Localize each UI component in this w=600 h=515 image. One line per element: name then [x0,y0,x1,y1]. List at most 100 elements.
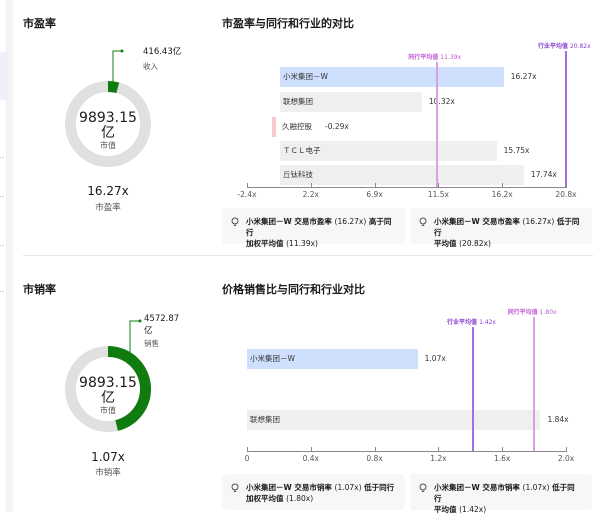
peer-avg-label: 同行平均值 11.39x [408,54,462,61]
axis-tick [374,447,376,452]
lightbulb-icon [419,483,427,492]
lightbulb-icon [231,217,239,226]
donut-center: 9893.15 亿 市值 [58,111,158,151]
insight-line1: 小米集团－W 交易市盈率 (16.27x) 低于同行 [434,217,580,237]
ps-ratio-label: 市销率 [95,468,121,478]
pe-ratio-label: 市盈率 [95,203,121,213]
ps-section: 市销率 9893.15 亿 市值 4572.87 亿 销售 1.07x 市销率 … [13,256,600,514]
lightbulb-icon [231,483,239,492]
axis-tick-label: -2.4x [237,190,257,199]
sales-label: 销售 [144,339,159,348]
insight-line1: 小米集团－W 交易市销率 (1.07x) 低于同行 [434,483,575,503]
bar-3 [280,141,497,161]
bar-0 [247,349,418,369]
insight-line2: 加权平均值 (11.39x) [246,239,318,248]
x-axis [247,451,566,452]
left-rail [0,0,7,512]
bar-value: 15.75x [503,146,530,155]
ps-ratio-value: 1.07x [91,450,125,464]
axis-tick-label: 1.6x [494,454,511,463]
rail-tick [0,245,4,246]
market-cap-label: 市值 [100,406,116,415]
bar-label: 久融控股 [282,122,312,131]
bar-value: 10.32x [428,97,455,106]
axis-tick [310,183,312,188]
bar-1 [247,410,541,430]
x-axis [247,187,566,188]
axis-tick [438,183,440,188]
axis-tick-label: 0.8x [366,454,383,463]
bar-label: 小米集团－W [250,354,295,363]
axis-tick [502,447,504,452]
pe-ratio-value: 16.27x [87,184,129,198]
industry-avg-line [472,327,475,451]
axis-tick-label: 11.5x [427,190,449,199]
peer-avg-line [435,62,438,187]
axis-tick-label: 0 [244,454,250,463]
rail-highlight [0,52,6,100]
market-cap-unit: 亿 [101,390,115,406]
insight-card: 小米集团－W 交易市盈率 (16.27x) 低于同行 平均值 (20.82x) [410,208,592,248]
insight-card: 小米集团－W 交易市销率 (1.07x) 低于同行 平均值 (1.42x) [410,474,592,514]
axis-tick-label: 1.2x [430,454,447,463]
sales-value: 4572.87 [144,314,180,324]
insight-line1: 小米集团－W 交易市盈率 (16.27x) 高于同行 [246,217,392,237]
axis-tick [566,183,567,188]
rail-tick [0,157,4,158]
insight-line2: 平均值 (1.42x) [434,505,487,514]
rail-tick [0,291,4,292]
peer-avg-label: 同行平均值 1.80x [507,309,557,316]
bar-value: 1.07x [424,354,446,363]
axis-tick [310,447,312,452]
bar-value: 16.27x [510,72,537,81]
revenue-value: 416.43亿 [143,47,182,57]
donut-chart [65,49,151,167]
donut-chart [65,319,151,432]
bar-label: 联想集团 [250,415,280,424]
market-cap-value: 9893.15 [79,375,137,391]
market-cap-value: 9893.15 [79,110,137,126]
section-title: 市销率 [23,283,56,296]
bar-label: 小米集团－W [283,72,328,81]
bar-value: -0.29x [325,122,349,131]
bar-label: 丘钛科技 [283,170,313,179]
market-cap-unit: 亿 [101,125,115,141]
industry-avg-label: 行业平均值 1.42x [446,319,496,326]
chart-title: 市盈率与同行和行业的对比 [222,17,354,30]
rail-tick [0,196,4,197]
peer-avg-line [533,317,536,451]
market-cap-label: 市值 [100,141,116,150]
bar-0 [280,67,504,87]
ps-donut: 9893.15 亿 市值 4572.87 亿 销售 [57,256,257,476]
pe-section: 市盈率 9893.15 亿 市值 416.43亿 收入 16.27x 市盈率 市… [13,0,600,256]
axis-tick [502,183,504,188]
axis-tick [247,447,248,452]
axis-tick [438,447,440,452]
bar-value: 17.74x [530,170,557,179]
insight-card: 小米集团－W 交易市盈率 (16.27x) 高于同行 加权平均值 (11.39x… [222,208,405,248]
axis-tick-label: 20.8x [555,190,577,199]
bar-4 [280,165,524,185]
section-divider [23,255,593,256]
chart-title: 价格销售比与同行和行业对比 [222,283,365,296]
insight-line1: 小米集团－W 交易市销率 (1.07x) 低于同行 [246,483,395,492]
axis-tick-label: 16.2x [491,190,513,199]
bar-label: ＴＣＬ电子 [283,146,321,155]
sales-unit: 亿 [144,326,153,336]
axis-tick-label: 2.0x [557,454,575,463]
axis-tick-label: 6.9x [366,190,383,199]
industry-avg-line [565,51,568,187]
insight-line2: 平均值 (20.82x) [434,239,491,248]
revenue-label: 收入 [143,62,158,71]
bar-label: 联想集团 [283,97,313,106]
insight-line2: 加权平均值 (1.80x) [246,494,314,503]
axis-tick-label: 2.2x [302,190,319,199]
axis-tick-label: 0.4x [302,454,319,463]
axis-tick [247,183,248,188]
axis-tick [566,447,567,452]
insight-card: 小米集团－W 交易市销率 (1.07x) 低于同行 加权平均值 (1.80x) [222,474,405,510]
section-title: 市盈率 [23,17,56,30]
gutter [7,0,13,512]
pe-donut: 9893.15 亿 市值 416.43亿 收入 [57,0,257,220]
lightbulb-icon [419,217,427,226]
